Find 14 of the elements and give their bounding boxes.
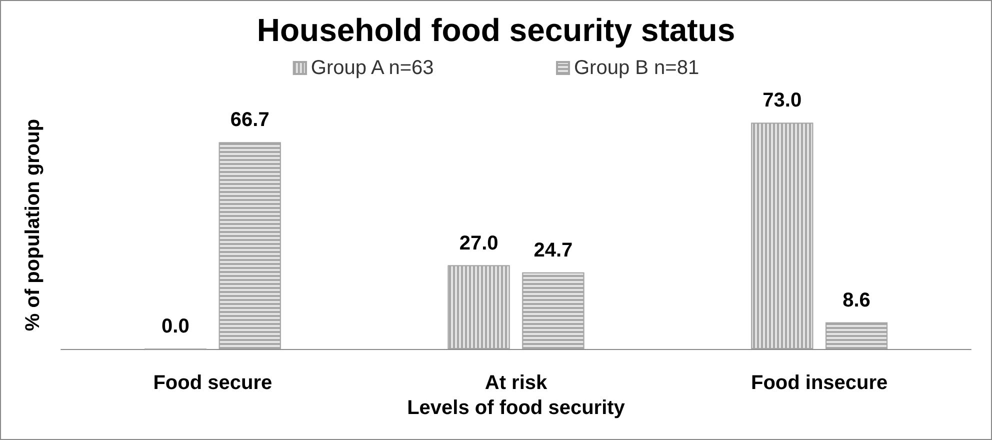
x-tick-label: Food secure <box>153 372 272 394</box>
x-axis-title: Levels of food security <box>407 396 626 419</box>
legend-label: Group A n=63 <box>310 57 434 79</box>
data-label: 24.7 <box>534 239 573 262</box>
x-tick-label: Food insecure <box>750 372 888 394</box>
data-label: 0.0 <box>162 316 190 338</box>
data-label: 66.7 <box>230 109 270 132</box>
y-axis-title: % of population group <box>22 118 44 332</box>
data-label: 73.0 <box>762 90 802 112</box>
data-label: 8.6 <box>842 289 870 312</box>
x-tick-label: At risk <box>484 372 548 394</box>
data-label: 27.0 <box>459 232 498 254</box>
chart-title: Household food security status <box>256 12 736 48</box>
legend-label: Group B n=81 <box>574 57 700 79</box>
